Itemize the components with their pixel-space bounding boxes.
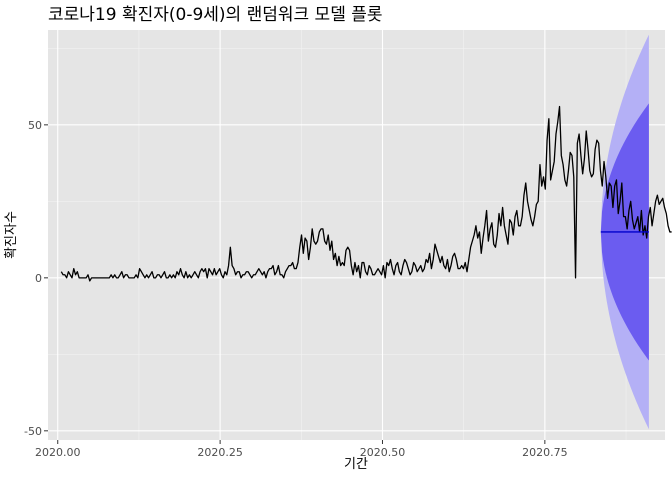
y-tick-label: -50	[24, 425, 42, 438]
plot-panel	[48, 30, 665, 440]
y-tick-label: 0	[35, 272, 42, 285]
x-tick-label: 2020.75	[522, 446, 568, 459]
grid-major	[48, 30, 665, 440]
x-tick-label: 2020.25	[197, 446, 243, 459]
y-tick-label: 50	[28, 119, 42, 132]
x-axis-title: 기간	[344, 457, 368, 472]
x-axis: 2020.00 2020.25 2020.50 2020.75	[35, 440, 568, 459]
observed-series-line	[60, 105, 672, 282]
chart-title: 코로나19 확진자(0-9세)의 랜덤워크 모델 플롯	[48, 5, 383, 25]
x-tick-label: 2020.00	[35, 446, 81, 459]
y-axis: -50 0 50	[24, 119, 48, 438]
series-lines	[60, 105, 672, 282]
y-axis-title: 확진자수	[4, 211, 19, 259]
x-tick-label: 2020.50	[360, 446, 406, 459]
